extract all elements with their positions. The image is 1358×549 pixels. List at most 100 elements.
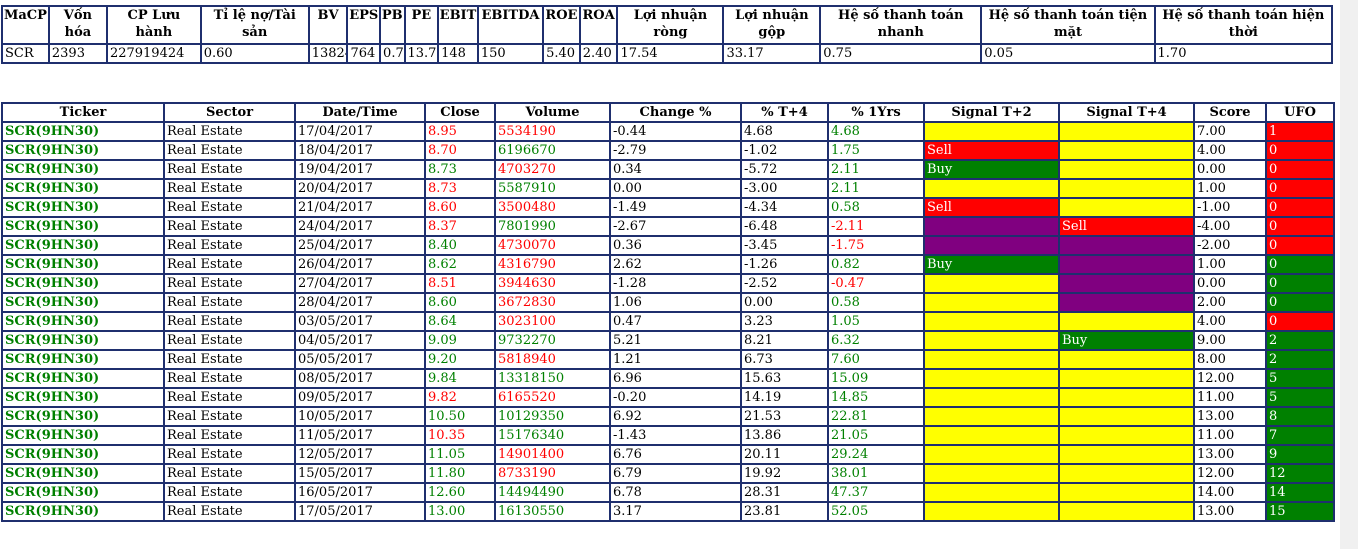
ticker-cell[interactable]: SCR(9HN30)	[1, 197, 165, 218]
ticker-cell[interactable]: SCR(9HN30)	[1, 387, 165, 408]
ticker-cell[interactable]: SCR(9HN30)	[1, 121, 165, 142]
table-row[interactable]: SCR(9HN30) Real Estate 28/04/2017 8.60 36728…	[1, 292, 1335, 313]
signal-t2-cell	[923, 482, 1060, 503]
ufo-cell: 5	[1265, 387, 1335, 408]
sector-cell: Real Estate	[163, 121, 296, 142]
one-year-cell: 21.05	[827, 425, 925, 446]
change-cell: -2.79	[609, 140, 742, 161]
change-cell: -0.44	[609, 121, 742, 142]
signal-t4-cell	[1058, 501, 1195, 522]
score-cell: 1.00	[1193, 178, 1267, 199]
table-row[interactable]: SCR(9HN30) Real Estate 09/05/2017 9.82 61655…	[1, 387, 1335, 408]
ticker-cell[interactable]: SCR(9HN30)	[1, 444, 165, 465]
ticker-cell[interactable]: SCR(9HN30)	[1, 311, 165, 332]
volume-cell: 3500480	[494, 197, 611, 218]
price-column-header: Signal T+2	[923, 102, 1060, 123]
ticker-cell[interactable]: SCR(9HN30)	[1, 330, 165, 351]
ticker-cell[interactable]: SCR(9HN30)	[1, 349, 165, 370]
ticker-cell[interactable]: SCR(9HN30)	[1, 501, 165, 522]
table-row[interactable]: SCR(9HN30) Real Estate 03/05/2017 8.64 30231…	[1, 311, 1335, 332]
fund-cell: 13824	[307, 43, 349, 64]
table-row[interactable]: SCR(9HN30) Real Estate 11/05/2017 10.35 1517…	[1, 425, 1335, 446]
signal-t2-cell	[923, 368, 1060, 389]
signal-t4-cell: Sell	[1058, 216, 1195, 237]
fundamentals-data-row: SCR23932279194240.60138247640.7613.75148…	[1, 43, 1334, 64]
table-row[interactable]: SCR(9HN30) Real Estate 21/04/2017 8.60 35004…	[1, 197, 1335, 218]
table-row[interactable]: SCR(9HN30) Real Estate 16/05/2017 12.60 1449…	[1, 482, 1335, 503]
volume-cell: 4730070	[494, 235, 611, 256]
ticker-cell[interactable]: SCR(9HN30)	[1, 292, 165, 313]
ufo-cell: 8	[1265, 406, 1335, 427]
signal-t2-cell	[923, 178, 1060, 199]
ticker-cell[interactable]: SCR(9HN30)	[1, 273, 165, 294]
fund-cell: 2393	[47, 43, 108, 64]
volume-cell: 3944630	[494, 273, 611, 294]
table-row[interactable]: SCR(9HN30) Real Estate 05/05/2017 9.20 58189…	[1, 349, 1335, 370]
date-cell: 28/04/2017	[294, 292, 426, 313]
date-cell: 12/05/2017	[294, 444, 426, 465]
table-row[interactable]: SCR(9HN30) Real Estate 17/04/2017 8.95 55341…	[1, 121, 1335, 142]
fund-cell: 764	[346, 43, 382, 64]
close-cell: 9.82	[424, 387, 496, 408]
score-cell: 9.00	[1193, 330, 1267, 351]
sector-cell: Real Estate	[163, 482, 296, 503]
ticker-cell[interactable]: SCR(9HN30)	[1, 368, 165, 389]
sector-cell: Real Estate	[163, 235, 296, 256]
signal-t4-cell	[1058, 273, 1195, 294]
table-row[interactable]: SCR(9HN30) Real Estate 18/04/2017 8.70 61966…	[1, 140, 1335, 161]
t4-cell: 0.00	[740, 292, 829, 313]
table-row[interactable]: SCR(9HN30) Real Estate 27/04/2017 8.51 39446…	[1, 273, 1335, 294]
signal-t4-cell	[1058, 311, 1195, 332]
change-cell: 6.96	[609, 368, 742, 389]
vertical-scrollbar[interactable]	[1340, 0, 1358, 549]
score-cell: 4.00	[1193, 140, 1267, 161]
ufo-cell: 0	[1265, 292, 1335, 313]
score-cell: 12.00	[1193, 463, 1267, 484]
price-column-header: Ticker	[1, 102, 165, 123]
date-cell: 08/05/2017	[294, 368, 426, 389]
table-row[interactable]: SCR(9HN30) Real Estate 24/04/2017 8.37 78019…	[1, 216, 1335, 237]
ticker-cell[interactable]: SCR(9HN30)	[1, 216, 165, 237]
ticker-cell[interactable]: SCR(9HN30)	[1, 482, 165, 503]
volume-cell: 5587910	[494, 178, 611, 199]
ticker-cell[interactable]: SCR(9HN30)	[1, 254, 165, 275]
ticker-cell[interactable]: SCR(9HN30)	[1, 178, 165, 199]
table-row[interactable]: SCR(9HN30) Real Estate 26/04/2017 8.62 43167…	[1, 254, 1335, 275]
t4-cell: 3.23	[740, 311, 829, 332]
ticker-cell[interactable]: SCR(9HN30)	[1, 140, 165, 161]
table-row[interactable]: SCR(9HN30) Real Estate 17/05/2017 13.00 1613…	[1, 501, 1335, 522]
score-cell: -1.00	[1193, 197, 1267, 218]
table-row[interactable]: SCR(9HN30) Real Estate 08/05/2017 9.84 13318…	[1, 368, 1335, 389]
table-row[interactable]: SCR(9HN30) Real Estate 15/05/2017 11.80 8733…	[1, 463, 1335, 484]
ticker-cell[interactable]: SCR(9HN30)	[1, 425, 165, 446]
table-row[interactable]: SCR(9HN30) Real Estate 04/05/2017 9.09 97322…	[1, 330, 1335, 351]
date-cell: 04/05/2017	[294, 330, 426, 351]
signal-t2-cell	[923, 501, 1060, 522]
fund-cell: 148	[437, 43, 479, 64]
one-year-cell: 52.05	[827, 501, 925, 522]
ticker-cell[interactable]: SCR(9HN30)	[1, 406, 165, 427]
table-row[interactable]: SCR(9HN30) Real Estate 19/04/2017 8.73 47032…	[1, 159, 1335, 180]
signal-t2-cell: Buy	[923, 159, 1060, 180]
close-cell: 9.09	[424, 330, 496, 351]
ticker-cell[interactable]: SCR(9HN30)	[1, 159, 165, 180]
one-year-cell: 2.11	[827, 178, 925, 199]
one-year-cell: 29.24	[827, 444, 925, 465]
signal-t2-cell	[923, 273, 1060, 294]
table-row[interactable]: SCR(9HN30) Real Estate 25/04/2017 8.40 47300…	[1, 235, 1335, 256]
table-row[interactable]: SCR(9HN30) Real Estate 10/05/2017 10.50 1012…	[1, 406, 1335, 427]
ufo-cell: 0	[1265, 216, 1335, 237]
one-year-cell: 7.60	[827, 349, 925, 370]
price-column-header: Close	[424, 102, 496, 123]
ufo-cell: 0	[1265, 273, 1335, 294]
fund-cell: 13.75	[403, 43, 440, 64]
one-year-cell: -0.47	[827, 273, 925, 294]
table-row[interactable]: SCR(9HN30) Real Estate 12/05/2017 11.05 1490…	[1, 444, 1335, 465]
close-cell: 11.05	[424, 444, 496, 465]
ticker-cell[interactable]: SCR(9HN30)	[1, 235, 165, 256]
sector-cell: Real Estate	[163, 501, 296, 522]
ticker-cell[interactable]: SCR(9HN30)	[1, 463, 165, 484]
table-row[interactable]: SCR(9HN30) Real Estate 20/04/2017 8.73 55879…	[1, 178, 1335, 199]
date-cell: 18/04/2017	[294, 140, 426, 161]
score-cell: -2.00	[1193, 235, 1267, 256]
